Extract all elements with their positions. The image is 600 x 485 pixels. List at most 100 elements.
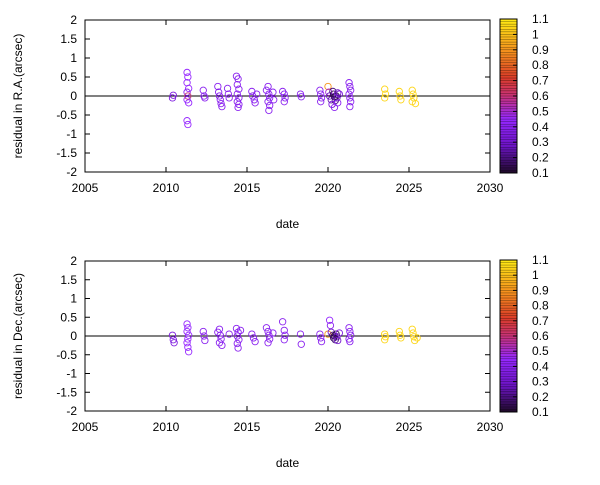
colorbar-band bbox=[500, 285, 517, 289]
data-point bbox=[264, 82, 272, 91]
colorbar-tick-label: 0.2 bbox=[532, 151, 549, 165]
data-point bbox=[324, 82, 332, 91]
colorbar-tick-label: 1 bbox=[532, 27, 539, 41]
colorbar-band bbox=[500, 303, 517, 306]
colorbar-band bbox=[500, 113, 517, 117]
colorbar-band bbox=[500, 26, 517, 30]
colorbar-band bbox=[500, 384, 517, 388]
colorbar-band bbox=[500, 116, 517, 120]
data-point bbox=[199, 86, 207, 94]
data-point bbox=[262, 324, 271, 332]
colorbar-band bbox=[500, 121, 517, 125]
data-point bbox=[223, 84, 232, 93]
data-point bbox=[280, 98, 288, 106]
colorbar-band bbox=[500, 310, 517, 314]
y-axis-label: residual in Dec.(arcsec) bbox=[11, 273, 25, 399]
colorbar-tick-label: 0.4 bbox=[532, 120, 549, 134]
data-point bbox=[225, 330, 233, 338]
colorbar-band bbox=[500, 167, 517, 171]
colorbar-band bbox=[500, 157, 517, 161]
data-point bbox=[234, 103, 242, 112]
data-point bbox=[346, 102, 354, 111]
data-point bbox=[264, 327, 272, 336]
data-point bbox=[345, 324, 353, 332]
data-point bbox=[381, 85, 389, 93]
colorbar-band bbox=[500, 57, 517, 61]
colorbar-band bbox=[500, 67, 517, 71]
colorbar-band bbox=[500, 60, 517, 64]
colorbar-band bbox=[500, 292, 517, 296]
x-tick-label: 2020 bbox=[315, 181, 342, 195]
data-point bbox=[225, 94, 233, 102]
data-point bbox=[184, 73, 192, 81]
data-point bbox=[269, 329, 277, 337]
colorbar-band bbox=[500, 361, 517, 365]
data-point bbox=[317, 334, 325, 342]
data-point bbox=[346, 94, 354, 102]
x-tick-label: 2020 bbox=[315, 420, 342, 434]
y-tick-label: -2 bbox=[66, 165, 77, 179]
data-points bbox=[168, 316, 421, 356]
colorbar-band bbox=[500, 341, 517, 344]
colorbar-band bbox=[500, 98, 517, 102]
data-points bbox=[168, 68, 420, 129]
data-point bbox=[234, 75, 242, 83]
colorbar-band bbox=[500, 280, 517, 284]
y-axis-label: residual in R.A.(arcsec) bbox=[11, 34, 25, 159]
colorbar-band bbox=[500, 42, 517, 46]
colorbar-band bbox=[500, 409, 517, 413]
data-point bbox=[278, 318, 287, 326]
data-point bbox=[317, 98, 325, 106]
colorbar-band bbox=[500, 160, 517, 164]
colorbar-tick-label: 1.1 bbox=[532, 12, 549, 26]
colorbar-band bbox=[500, 62, 517, 66]
data-point bbox=[184, 335, 192, 343]
colorbar-band bbox=[500, 152, 517, 156]
colorbar-band bbox=[500, 126, 517, 130]
colorbar-tick-label: 1 bbox=[532, 268, 539, 282]
y-tick-label: -1.5 bbox=[56, 146, 77, 160]
colorbar-band bbox=[500, 272, 517, 276]
x-tick-label: 2030 bbox=[477, 181, 504, 195]
data-point bbox=[411, 99, 420, 108]
y-tick-label: 2 bbox=[70, 254, 77, 268]
colorbar-band bbox=[500, 346, 517, 350]
data-point bbox=[297, 340, 305, 348]
colorbar-band bbox=[500, 318, 517, 322]
data-point bbox=[215, 339, 224, 347]
data-point bbox=[185, 348, 193, 356]
data-point bbox=[253, 90, 261, 98]
data-point bbox=[317, 337, 326, 346]
colorbar-band bbox=[500, 401, 517, 405]
data-point bbox=[347, 86, 355, 94]
data-point bbox=[201, 94, 209, 102]
colorbar-band bbox=[500, 391, 517, 395]
colorbar-tick-label: 0.3 bbox=[532, 375, 549, 389]
data-point bbox=[409, 329, 417, 337]
data-point bbox=[335, 90, 343, 98]
data-point bbox=[169, 336, 177, 344]
data-point bbox=[265, 331, 273, 339]
colorbar-band bbox=[500, 353, 517, 357]
data-point bbox=[215, 92, 224, 100]
colorbar: 0.10.20.3 0.40.50.60.70.8 0.911.1 bbox=[499, 253, 549, 419]
data-point bbox=[333, 333, 341, 341]
data-point bbox=[233, 332, 241, 340]
colorbar-band bbox=[500, 47, 517, 51]
colorbar-band bbox=[500, 394, 517, 398]
colorbar-band bbox=[500, 371, 517, 375]
colorbar-tick-label: 0.8 bbox=[532, 299, 549, 313]
data-point bbox=[185, 84, 193, 93]
data-point bbox=[345, 79, 353, 87]
data-point bbox=[235, 336, 243, 344]
y-tick-label: -0.5 bbox=[56, 108, 77, 122]
colorbar-band bbox=[500, 108, 517, 112]
data-point bbox=[411, 336, 419, 345]
colorbar-band bbox=[500, 129, 517, 133]
data-point bbox=[235, 85, 243, 93]
y-tick-label: 1.5 bbox=[60, 32, 77, 46]
data-point bbox=[168, 331, 177, 339]
data-point bbox=[297, 93, 305, 101]
data-point bbox=[266, 101, 274, 110]
